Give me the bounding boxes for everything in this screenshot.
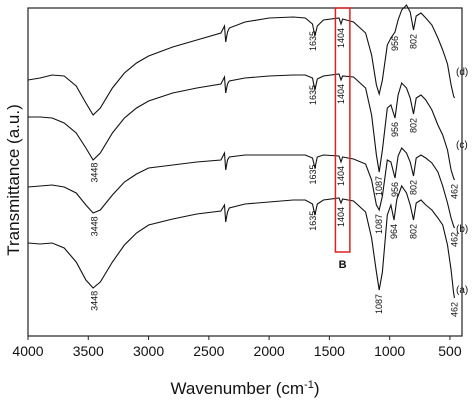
y-axis-title: Transmittance (a.u.) bbox=[4, 104, 23, 255]
x-tick-label: 500 bbox=[438, 343, 462, 359]
peak-label: 1087 bbox=[374, 176, 384, 196]
peak-label: 1404 bbox=[336, 28, 346, 48]
peak-label: 956 bbox=[390, 182, 400, 197]
peak-label: 964 bbox=[389, 224, 399, 239]
peak-label: 462 bbox=[450, 302, 460, 317]
series-line bbox=[27, 184, 456, 299]
peak-label: 1404 bbox=[336, 166, 346, 186]
highlight-box-label: B bbox=[339, 259, 347, 271]
annotation-layer: 3448 1635 1404 1087 964 802 462 3448 1635 1404 108… bbox=[90, 28, 460, 317]
peak-label: 3448 bbox=[90, 216, 100, 236]
peak-label: 462 bbox=[450, 232, 460, 247]
x-tick-label: 2000 bbox=[254, 343, 285, 359]
x-axis-title-sup: -1 bbox=[304, 379, 314, 391]
series-line bbox=[27, 147, 456, 229]
highlight-box bbox=[334, 7, 351, 253]
x-axis-title: Wavenumber (cm-1) bbox=[171, 379, 320, 398]
x-tick-label: 1000 bbox=[374, 343, 405, 359]
plot-frame bbox=[27, 7, 463, 337]
peak-label: 1635 bbox=[308, 31, 318, 51]
x-tick-label: 2500 bbox=[193, 343, 224, 359]
peak-label: 3448 bbox=[90, 163, 100, 183]
peak-label: 956 bbox=[390, 122, 400, 137]
peak-label: 462 bbox=[450, 184, 460, 199]
plot-border bbox=[27, 7, 463, 337]
series-line bbox=[27, 4, 456, 116]
peak-label: 3448 bbox=[90, 291, 100, 311]
peak-label: 1635 bbox=[308, 165, 318, 185]
x-axis-title-main: Wavenumber (cm bbox=[171, 379, 305, 398]
peak-label: 1404 bbox=[336, 207, 346, 227]
peak-label: 802 bbox=[409, 224, 419, 239]
peak-label: 1635 bbox=[308, 211, 318, 231]
peak-label: 1635 bbox=[308, 85, 318, 105]
peak-label: 802 bbox=[409, 180, 419, 195]
peak-label: 802 bbox=[409, 34, 419, 49]
series-label: (a) bbox=[456, 285, 468, 296]
peak-label: 1404 bbox=[336, 84, 346, 104]
x-tick-label: 3000 bbox=[133, 343, 164, 359]
x-tick-label: 1500 bbox=[314, 343, 345, 359]
series-layer: (a) (b) (c) (d) B bbox=[27, 4, 468, 299]
x-tick-label: 3500 bbox=[73, 343, 104, 359]
peak-label: 1087 bbox=[374, 214, 384, 234]
series-label: (c) bbox=[456, 140, 468, 151]
series-label: (d) bbox=[456, 67, 468, 78]
peak-label: 956 bbox=[390, 36, 400, 51]
x-axis-title-close: ) bbox=[314, 379, 320, 398]
x-tick-label: 4000 bbox=[12, 343, 43, 359]
peak-label: 1087 bbox=[374, 294, 384, 314]
series-label: (b) bbox=[456, 224, 468, 235]
x-axis: 4000 3500 3000 2500 2000 1500 1000 500 bbox=[12, 336, 462, 359]
peak-label: 802 bbox=[409, 118, 419, 133]
series-line bbox=[28, 73, 456, 181]
